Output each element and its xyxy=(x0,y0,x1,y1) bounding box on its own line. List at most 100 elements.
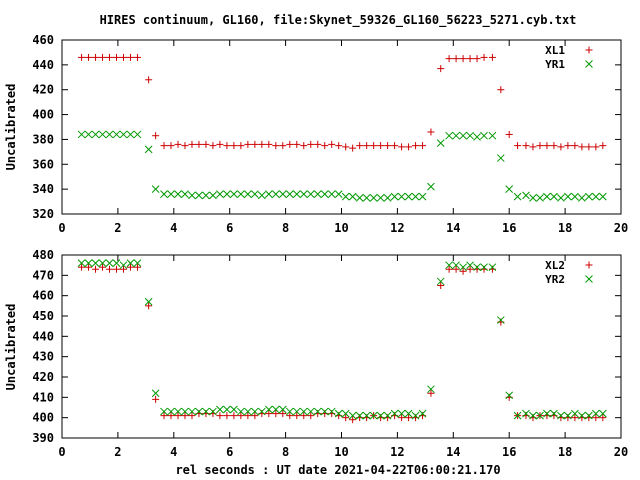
data-point xyxy=(480,53,488,61)
data-point xyxy=(578,193,586,202)
data-point xyxy=(488,53,496,61)
data-point xyxy=(376,193,385,202)
data-point xyxy=(230,405,238,414)
data-point xyxy=(126,259,135,267)
data-point xyxy=(119,53,127,61)
legend-marker xyxy=(585,60,593,68)
data-point xyxy=(223,142,231,150)
data-point xyxy=(397,192,406,201)
data-point xyxy=(112,130,121,139)
data-point xyxy=(188,407,196,416)
data-point xyxy=(144,297,153,306)
data-point xyxy=(411,192,420,201)
data-point xyxy=(293,412,301,420)
data-point xyxy=(452,55,460,63)
data-point xyxy=(77,130,86,139)
y-tick-label: 410 xyxy=(32,390,54,404)
data-point xyxy=(398,143,406,151)
data-point xyxy=(106,265,114,273)
x-tick-label: 6 xyxy=(226,221,233,235)
data-point xyxy=(160,142,168,150)
data-point xyxy=(466,261,474,270)
x-tick-label: 10 xyxy=(334,445,348,459)
data-point xyxy=(98,130,107,139)
data-point xyxy=(328,140,336,148)
data-point xyxy=(292,407,301,416)
data-point xyxy=(571,192,579,201)
y-tick-label: 430 xyxy=(32,350,54,364)
data-point xyxy=(126,263,134,271)
data-point xyxy=(202,140,210,148)
data-point xyxy=(300,412,308,420)
data-point xyxy=(105,130,114,139)
data-point xyxy=(412,142,420,150)
data-point xyxy=(78,53,86,61)
data-point xyxy=(133,130,142,139)
data-point xyxy=(271,190,280,198)
data-point xyxy=(513,192,522,201)
data-point xyxy=(307,140,315,148)
chart-title: HIRES continuum, GL160, file:Skynet_5932… xyxy=(100,13,577,28)
x-tick-label: 20 xyxy=(614,445,628,459)
data-point xyxy=(473,133,481,141)
data-point xyxy=(272,410,280,418)
legend-label: YR2 xyxy=(545,273,565,286)
data-point xyxy=(349,144,357,152)
data-point xyxy=(348,411,357,420)
data-point xyxy=(92,265,100,273)
x-tick-label: 10 xyxy=(334,221,348,235)
data-point xyxy=(445,261,453,270)
data-point xyxy=(84,259,93,267)
data-point xyxy=(209,407,217,416)
data-point xyxy=(77,259,86,267)
y-tick-label: 470 xyxy=(32,268,54,282)
data-point xyxy=(459,55,467,63)
data-point xyxy=(92,53,100,61)
data-point xyxy=(599,414,607,422)
data-point xyxy=(244,190,252,198)
data-point xyxy=(436,139,445,148)
data-point xyxy=(230,190,238,198)
data-point xyxy=(571,142,579,150)
data-point xyxy=(237,412,245,420)
data-point xyxy=(390,192,399,201)
data-point xyxy=(419,142,427,150)
y-tick-label: 400 xyxy=(32,411,54,425)
data-point xyxy=(405,414,413,422)
data-point xyxy=(216,412,224,420)
top-ticks: 0 2 4 6 8 10 12 14 16 18 20 320 340 360 380 400 420 440 46… xyxy=(32,33,628,235)
data-point xyxy=(341,192,350,201)
data-point xyxy=(84,130,93,139)
data-point xyxy=(265,140,273,148)
data-point xyxy=(285,190,294,198)
data-point xyxy=(334,190,343,198)
data-point xyxy=(91,130,100,139)
data-point xyxy=(564,411,572,420)
x-tick-label: 18 xyxy=(558,445,572,459)
data-point xyxy=(278,190,287,198)
data-point xyxy=(306,407,315,416)
x-tick-label: 12 xyxy=(390,221,404,235)
data-point xyxy=(496,316,505,324)
data-point xyxy=(195,407,203,416)
data-point xyxy=(529,193,537,202)
data-point xyxy=(216,140,224,148)
data-point xyxy=(599,142,607,150)
data-point xyxy=(505,391,514,400)
data-point xyxy=(445,55,453,63)
data-point xyxy=(473,263,481,272)
data-point xyxy=(557,193,565,202)
data-point xyxy=(237,407,245,416)
data-point xyxy=(418,192,427,201)
y-tick-label: 420 xyxy=(32,83,54,97)
data-point xyxy=(452,265,460,273)
data-point xyxy=(370,142,378,150)
data-point xyxy=(514,142,522,150)
data-point xyxy=(459,267,467,275)
data-point xyxy=(578,143,586,151)
data-point xyxy=(167,142,175,150)
data-point xyxy=(405,143,413,151)
data-point xyxy=(113,265,121,273)
data-point xyxy=(522,409,530,418)
x-tick-label: 4 xyxy=(170,221,177,235)
